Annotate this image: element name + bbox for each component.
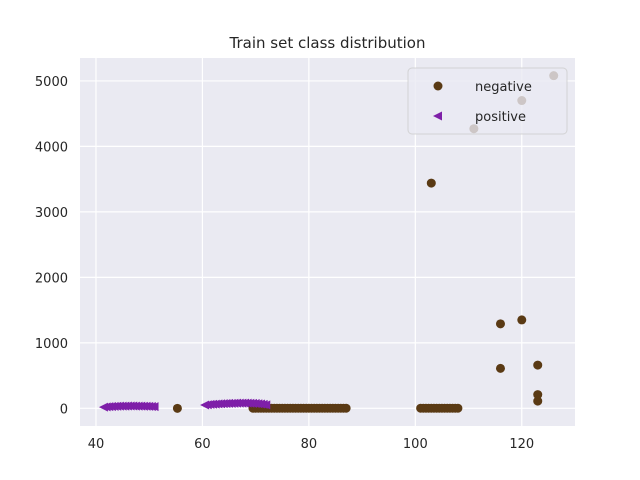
x-tick-label: 40 bbox=[88, 437, 105, 452]
y-tick-label: 0 bbox=[60, 402, 68, 417]
negative-point bbox=[341, 403, 351, 413]
x-tick-label: 80 bbox=[301, 437, 318, 452]
y-tick-label: 2000 bbox=[35, 271, 68, 286]
x-tick-label: 60 bbox=[194, 437, 211, 452]
legend-positive-label: positive bbox=[475, 110, 526, 125]
legend-negative-marker bbox=[433, 81, 443, 91]
negative-point bbox=[533, 390, 543, 400]
legend-positive-marker bbox=[433, 111, 442, 121]
negative-point bbox=[533, 360, 543, 370]
negative-point bbox=[517, 315, 527, 325]
y-tick-label: 3000 bbox=[35, 206, 68, 221]
negative-point bbox=[495, 363, 505, 373]
chart-title: Train set class distribution bbox=[229, 34, 426, 52]
legend: negative positive bbox=[407, 67, 568, 135]
x-tick-label: 120 bbox=[509, 437, 534, 452]
series-positive bbox=[98, 398, 271, 412]
negative-point bbox=[495, 319, 505, 329]
x-tick-labels: 40 60 80 100 120 bbox=[88, 437, 534, 452]
y-tick-label: 5000 bbox=[35, 75, 68, 90]
y-tick-label: 4000 bbox=[35, 140, 68, 155]
negative-point bbox=[453, 403, 463, 413]
negative-point bbox=[172, 403, 182, 413]
positive-point bbox=[261, 400, 271, 410]
legend-negative-label: negative bbox=[475, 80, 532, 95]
negative-point bbox=[426, 178, 436, 188]
x-tick-label: 100 bbox=[403, 437, 428, 452]
y-tick-labels: 0 1000 2000 3000 4000 5000 bbox=[35, 75, 68, 417]
negative-point bbox=[533, 396, 543, 406]
legend-box bbox=[407, 67, 568, 135]
positive-point bbox=[149, 402, 159, 412]
y-tick-label: 1000 bbox=[35, 337, 68, 352]
